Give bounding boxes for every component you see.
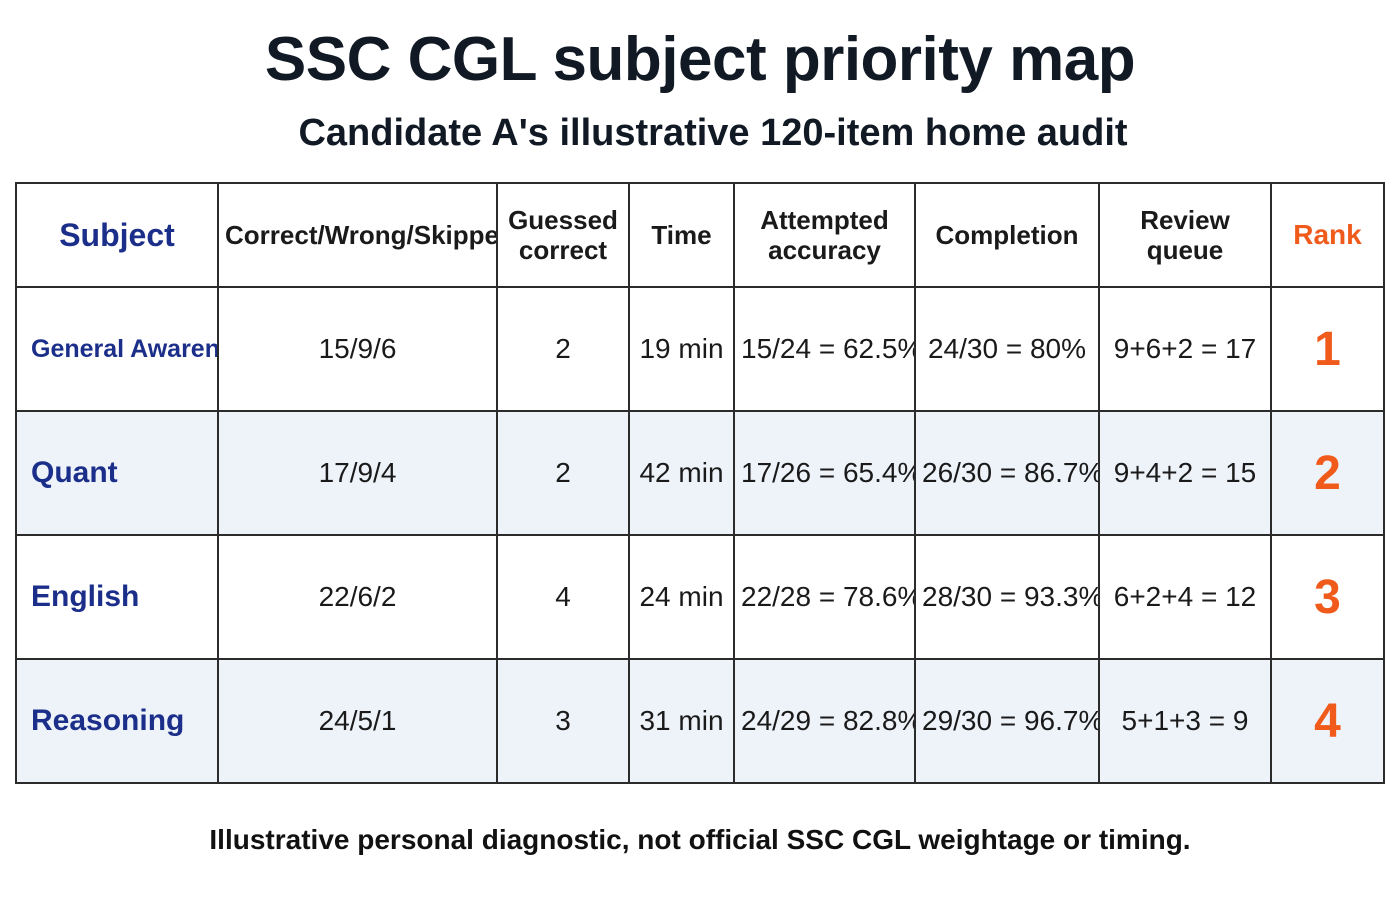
- table-row: Quant 17/9/4 2 42 min 17/26 = 65.4% 26/3…: [15, 410, 1385, 536]
- time-cell: 24 min: [628, 534, 735, 660]
- guessed-correct-cell: 2: [496, 410, 630, 536]
- correct-wrong-skipped-cell: 22/6/2: [217, 534, 498, 660]
- guessed-correct-cell: 4: [496, 534, 630, 660]
- review-queue-cell: 9+6+2 = 17: [1098, 286, 1272, 412]
- subject-cell: General Awareness: [15, 286, 219, 412]
- table-row: English 22/6/2 4 24 min 22/28 = 78.6% 28…: [15, 534, 1385, 660]
- column-header-time: Time: [628, 182, 735, 288]
- table-row: Reasoning 24/5/1 3 31 min 24/29 = 82.8% …: [15, 658, 1385, 784]
- subject-cell: Quant: [15, 410, 219, 536]
- subject-cell: Reasoning: [15, 658, 219, 784]
- table-row: General Awareness 15/9/6 2 19 min 15/24 …: [15, 286, 1385, 412]
- rank-cell: 2: [1270, 410, 1385, 536]
- completion-cell: 28/30 = 93.3%: [914, 534, 1100, 660]
- time-cell: 19 min: [628, 286, 735, 412]
- review-queue-cell: 5+1+3 = 9: [1098, 658, 1272, 784]
- review-queue-cell: 9+4+2 = 15: [1098, 410, 1272, 536]
- attempted-accuracy-cell: 17/26 = 65.4%: [733, 410, 916, 536]
- guessed-correct-cell: 2: [496, 286, 630, 412]
- time-cell: 31 min: [628, 658, 735, 784]
- correct-wrong-skipped-cell: 24/5/1: [217, 658, 498, 784]
- rank-cell: 3: [1270, 534, 1385, 660]
- attempted-accuracy-cell: 22/28 = 78.6%: [733, 534, 916, 660]
- correct-wrong-skipped-cell: 17/9/4: [217, 410, 498, 536]
- column-header-correct-wrong-skipped: Correct/Wrong/Skipped: [217, 182, 498, 288]
- column-header-rank: Rank: [1270, 182, 1385, 288]
- page-subtitle: Candidate A's illustrative 120-item home…: [298, 112, 1128, 154]
- footnote: Illustrative personal diagnostic, not of…: [209, 824, 1191, 855]
- attempted-accuracy-cell: 24/29 = 82.8%: [733, 658, 916, 784]
- review-queue-cell: 6+2+4 = 12: [1098, 534, 1272, 660]
- rank-cell: 1: [1270, 286, 1385, 412]
- column-header-subject: Subject: [15, 182, 219, 288]
- completion-cell: 24/30 = 80%: [914, 286, 1100, 412]
- rank-cell: 4: [1270, 658, 1385, 784]
- column-header-attempted-accuracy: Attempted accuracy: [733, 182, 916, 288]
- column-header-guessed-correct: Guessed correct: [496, 182, 630, 288]
- attempted-accuracy-cell: 15/24 = 62.5%: [733, 286, 916, 412]
- completion-cell: 26/30 = 86.7%: [914, 410, 1100, 536]
- column-header-completion: Completion: [914, 182, 1100, 288]
- time-cell: 42 min: [628, 410, 735, 536]
- page-title: SSC CGL subject priority map: [264, 25, 1136, 94]
- column-header-review-queue: Review queue: [1098, 182, 1272, 288]
- correct-wrong-skipped-cell: 15/9/6: [217, 286, 498, 412]
- completion-cell: 29/30 = 96.7%: [914, 658, 1100, 784]
- header-row: Subject Correct/Wrong/Skipped Guessed cor…: [15, 182, 1385, 288]
- priority-table: Subject Correct/Wrong/Skipped Guessed cor…: [15, 182, 1385, 784]
- guessed-correct-cell: 3: [496, 658, 630, 784]
- subject-cell: English: [15, 534, 219, 660]
